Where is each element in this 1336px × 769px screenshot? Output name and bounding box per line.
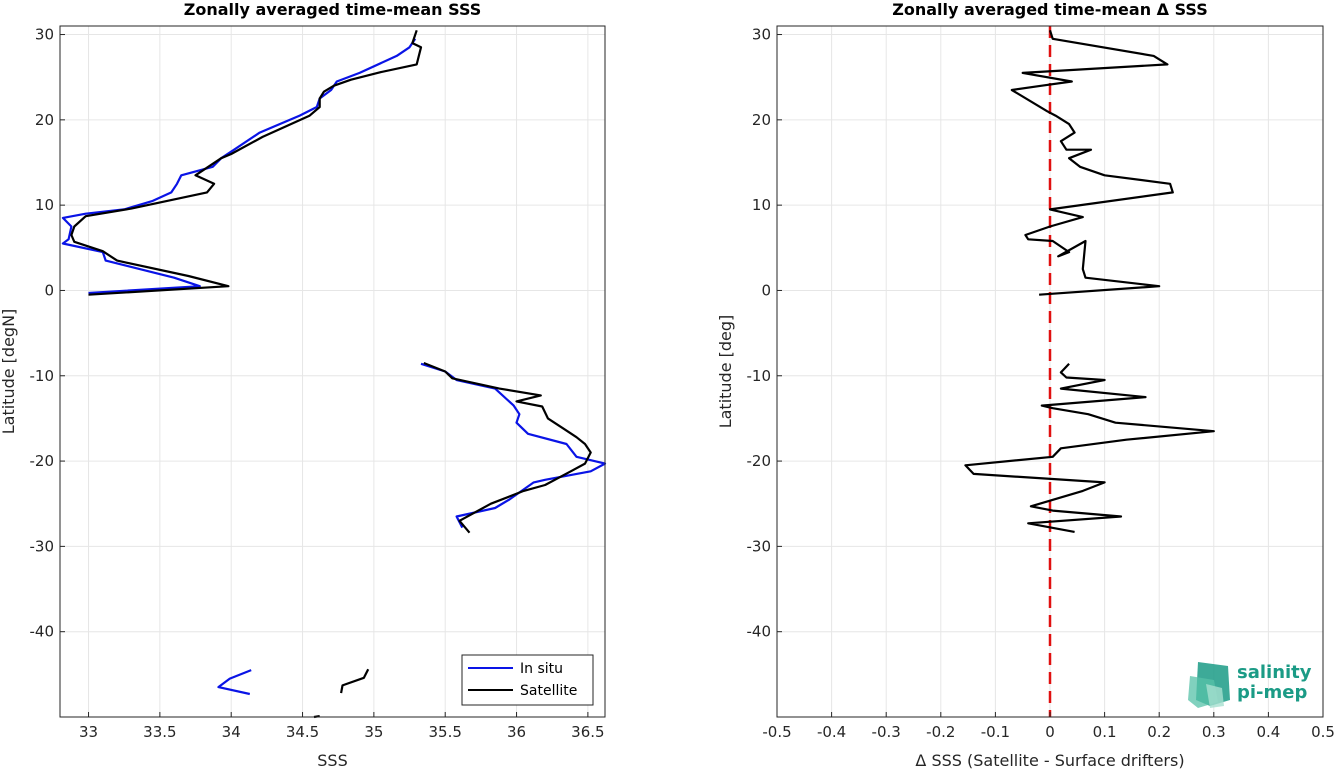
delta-series-delta <box>1010 29 1174 296</box>
delta-xtick-label: -0.1 <box>981 723 1010 741</box>
delta-xtick-label: 0.5 <box>1311 723 1335 741</box>
sss-ytick-label: 10 <box>35 196 54 214</box>
sss-xtick-label: 36 <box>507 723 526 741</box>
waves-icon <box>1188 662 1230 708</box>
sss-series-satellite <box>423 361 592 534</box>
delta-xtick-label: 0.4 <box>1256 723 1280 741</box>
delta-ytick-label: -20 <box>747 452 772 470</box>
sss-xtick-label: 33 <box>79 723 98 741</box>
sss-series-in-situ <box>217 669 252 696</box>
sss-tick-labels: 33 33.5 34 34.5 35 35.5 36 36.5 30 20 10 0 -10 -20 -30… <box>30 26 605 741</box>
delta-series <box>964 26 1215 717</box>
legend-box <box>461 654 594 706</box>
delta-series-delta <box>964 363 1215 533</box>
delta-xtick-label: -0.3 <box>872 723 901 741</box>
sss-ytick-label: -20 <box>30 452 55 470</box>
delta-ytick-label: 20 <box>752 111 771 129</box>
delta-sss-panel: -0.5 -0.4 -0.3 -0.2 -0.1 0 0.1 0.2 0.3 0.4 0.5 30 20… <box>716 0 1335 769</box>
sss-panel: 33 33.5 34 34.5 35 35.5 36 36.5 30 20 10 0 -10 -20 -30… <box>0 0 607 769</box>
delta-ytick-label: 0 <box>761 281 771 299</box>
sss-ytick-label: 0 <box>44 281 54 299</box>
delta-xtick-label: -0.2 <box>926 723 955 741</box>
delta-xtick-label: 0.2 <box>1147 723 1171 741</box>
delta-xtick-label: -0.5 <box>762 723 791 741</box>
delta-ytick-label: -40 <box>747 623 772 641</box>
sss-series-satellite <box>340 668 370 694</box>
sss-xtick-label: 36.5 <box>571 723 604 741</box>
sss-xtick-label: 35 <box>364 723 383 741</box>
delta-xtick-label: 0.1 <box>1093 723 1117 741</box>
sss-axes-box <box>59 25 606 718</box>
sss-title: Zonally averaged time-mean SSS <box>184 0 482 19</box>
delta-ytick-label: 30 <box>752 26 771 44</box>
delta-xlabel: Δ SSS (Satellite - Surface drifters) <box>915 751 1184 769</box>
sss-ytick-label: 20 <box>35 111 54 129</box>
delta-ytick-label: -30 <box>747 537 772 555</box>
delta-ytick-label: -10 <box>747 367 772 385</box>
sss-series-satellite <box>70 29 423 296</box>
delta-tick-labels: -0.5 -0.4 -0.3 -0.2 -0.1 0 0.1 0.2 0.3 0.4 0.5 30 20… <box>747 26 1335 741</box>
logo-line2: pi-mep <box>1237 682 1307 703</box>
sss-series <box>61 29 607 719</box>
sss-ylabel: Latitude [degN] <box>0 309 18 435</box>
sss-xlabel: SSS <box>317 751 347 769</box>
delta-ytick-label: 10 <box>752 196 771 214</box>
delta-xtick-label: -0.4 <box>817 723 846 741</box>
sss-series-in-situ <box>420 362 607 529</box>
sss-ytick-label: -30 <box>30 537 55 555</box>
logo-line1: salinity <box>1237 662 1312 683</box>
sss-xtick-label: 34 <box>222 723 241 741</box>
legend-label-in-situ: In situ <box>520 661 563 677</box>
salinity-pi-mep-logo: salinity pi-mep <box>1188 662 1312 708</box>
sss-ytick-label: -40 <box>30 623 55 641</box>
sss-grid <box>60 26 605 717</box>
sss-xtick-label: 34.5 <box>286 723 319 741</box>
delta-xtick-label: 0.3 <box>1202 723 1226 741</box>
sss-xtick-label: 33.5 <box>143 723 176 741</box>
sss-xtick-label: 35.5 <box>429 723 462 741</box>
delta-title: Zonally averaged time-mean Δ SSS <box>892 0 1208 19</box>
legend: In situ Satellite <box>461 654 594 706</box>
legend-label-satellite: Satellite <box>520 683 577 699</box>
sss-ytick-label: 30 <box>35 26 54 44</box>
delta-xtick-label: 0 <box>1045 723 1055 741</box>
sss-ytick-label: -10 <box>30 367 55 385</box>
delta-ylabel: Latitude [deg] <box>716 315 735 429</box>
